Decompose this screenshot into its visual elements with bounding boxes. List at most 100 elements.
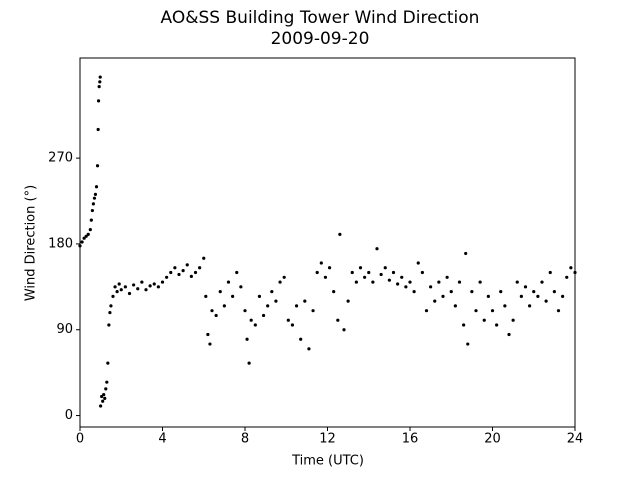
data-point bbox=[544, 299, 548, 303]
data-point bbox=[354, 280, 358, 284]
data-point bbox=[346, 299, 350, 303]
data-point bbox=[90, 208, 94, 213]
data-point bbox=[433, 299, 437, 303]
data-point bbox=[117, 282, 121, 286]
data-point bbox=[536, 294, 540, 298]
data-point bbox=[96, 127, 100, 132]
data-point bbox=[97, 85, 101, 89]
data-point bbox=[86, 232, 90, 236]
data-point bbox=[123, 285, 127, 289]
data-point bbox=[156, 285, 160, 289]
data-point bbox=[307, 347, 311, 351]
data-point bbox=[474, 309, 478, 313]
data-point bbox=[358, 266, 363, 270]
data-point bbox=[253, 323, 257, 327]
y-tick-label: 180 bbox=[48, 236, 73, 251]
data-point bbox=[94, 185, 99, 189]
data-point bbox=[132, 283, 136, 287]
data-point bbox=[342, 328, 346, 332]
x-tick-label: 8 bbox=[241, 432, 249, 447]
data-point bbox=[569, 266, 573, 270]
data-point bbox=[202, 256, 206, 260]
data-point bbox=[257, 294, 262, 298]
data-point bbox=[266, 304, 270, 308]
data-point bbox=[319, 261, 323, 265]
data-point bbox=[383, 266, 387, 270]
data-point bbox=[336, 318, 340, 322]
x-tick-label: 0 bbox=[76, 432, 84, 447]
data-point bbox=[204, 294, 208, 298]
data-point bbox=[214, 313, 218, 318]
data-point bbox=[104, 387, 108, 391]
data-point bbox=[173, 266, 177, 270]
data-point bbox=[315, 270, 319, 275]
data-point bbox=[107, 323, 111, 327]
data-point bbox=[103, 396, 107, 400]
data-point bbox=[239, 285, 243, 289]
chart-subtitle: 2009-09-20 bbox=[271, 29, 370, 49]
data-point bbox=[294, 304, 299, 308]
data-point bbox=[387, 278, 391, 282]
data-point bbox=[532, 290, 536, 294]
data-point bbox=[379, 272, 383, 277]
y-tick-label: 90 bbox=[56, 322, 73, 337]
data-point bbox=[270, 290, 274, 294]
data-point bbox=[338, 232, 342, 236]
data-point bbox=[160, 280, 165, 284]
data-point bbox=[437, 280, 441, 284]
data-point bbox=[290, 323, 295, 327]
data-point bbox=[185, 263, 189, 267]
data-point bbox=[92, 196, 97, 200]
data-point bbox=[226, 280, 231, 284]
chart-title: AO&SS Building Tower Wind Direction bbox=[161, 8, 480, 28]
data-point bbox=[416, 261, 420, 265]
data-point bbox=[371, 280, 375, 284]
data-point bbox=[136, 287, 140, 291]
data-point bbox=[235, 270, 239, 275]
data-point bbox=[449, 290, 453, 294]
data-point bbox=[552, 290, 556, 294]
data-point bbox=[102, 392, 106, 397]
y-tick-label: 0 bbox=[65, 408, 73, 423]
data-point bbox=[478, 280, 482, 284]
data-point bbox=[206, 332, 210, 337]
data-point bbox=[111, 294, 115, 298]
data-point bbox=[499, 290, 503, 294]
data-point bbox=[96, 99, 101, 103]
data-point bbox=[100, 394, 104, 399]
data-point bbox=[332, 290, 336, 294]
data-point bbox=[181, 269, 185, 273]
data-point bbox=[165, 275, 169, 279]
data-point bbox=[515, 280, 519, 284]
data-point bbox=[282, 275, 286, 279]
data-point bbox=[486, 294, 490, 298]
data-point bbox=[98, 80, 102, 84]
data-point bbox=[247, 361, 251, 365]
data-point bbox=[412, 290, 416, 294]
data-point bbox=[113, 285, 117, 289]
data-point bbox=[198, 266, 202, 270]
data-point bbox=[222, 304, 226, 308]
x-tick-label: 12 bbox=[319, 432, 336, 447]
data-point bbox=[231, 294, 235, 298]
data-point bbox=[127, 291, 132, 296]
data-point bbox=[363, 275, 367, 279]
data-point bbox=[82, 236, 86, 240]
data-point bbox=[490, 309, 495, 313]
data-point bbox=[519, 294, 523, 298]
data-point bbox=[84, 234, 88, 238]
data-point bbox=[367, 270, 371, 275]
data-point bbox=[350, 270, 354, 275]
data-point bbox=[243, 309, 247, 313]
data-point bbox=[299, 337, 303, 341]
data-point bbox=[152, 282, 156, 286]
data-point bbox=[274, 299, 278, 303]
data-point bbox=[98, 75, 102, 79]
data-point bbox=[453, 304, 457, 308]
data-point bbox=[144, 288, 148, 292]
data-point bbox=[548, 270, 552, 275]
data-point bbox=[408, 280, 412, 284]
data-point bbox=[218, 290, 222, 294]
data-point bbox=[391, 270, 396, 275]
